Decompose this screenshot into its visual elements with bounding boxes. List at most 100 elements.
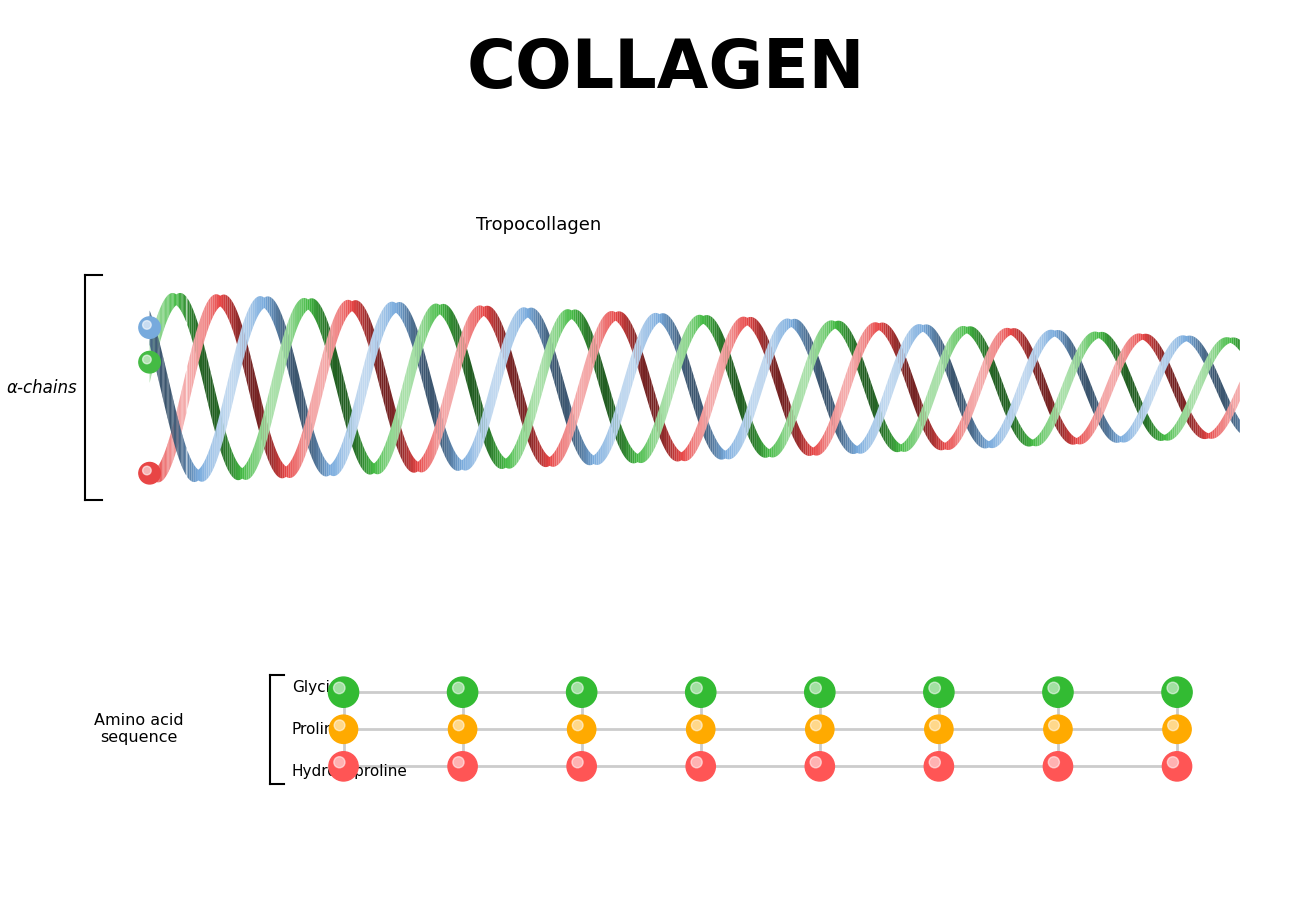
Polygon shape [240,320,242,363]
Polygon shape [1139,407,1140,430]
Polygon shape [942,342,945,369]
Polygon shape [306,414,308,456]
Polygon shape [354,300,356,315]
Polygon shape [1095,332,1096,341]
Polygon shape [447,305,448,327]
Polygon shape [580,312,582,333]
Polygon shape [1231,395,1234,418]
Polygon shape [481,305,482,319]
Polygon shape [848,326,850,350]
Polygon shape [580,433,582,460]
Polygon shape [632,325,634,358]
Polygon shape [736,433,738,456]
Polygon shape [837,411,838,440]
Polygon shape [923,406,926,435]
Polygon shape [532,308,533,323]
Polygon shape [803,363,806,399]
Polygon shape [515,361,516,404]
Polygon shape [333,338,335,384]
Polygon shape [1152,335,1153,351]
Polygon shape [376,322,377,361]
Polygon shape [1208,433,1210,439]
Polygon shape [738,377,740,415]
Polygon shape [783,425,784,451]
Polygon shape [814,337,816,367]
Polygon shape [672,442,675,461]
Polygon shape [871,422,872,446]
Polygon shape [841,382,844,416]
Polygon shape [1119,350,1122,374]
Polygon shape [1223,385,1225,410]
Polygon shape [373,327,376,369]
Polygon shape [664,422,666,451]
Polygon shape [647,436,649,460]
Circle shape [1164,715,1191,743]
Polygon shape [862,357,865,391]
Polygon shape [265,398,268,445]
Polygon shape [194,333,196,383]
Polygon shape [750,416,753,445]
Polygon shape [1102,413,1105,435]
Polygon shape [603,365,604,405]
Polygon shape [295,359,296,407]
Polygon shape [855,342,858,373]
Polygon shape [234,456,235,479]
Polygon shape [1065,374,1067,402]
Polygon shape [550,329,552,365]
Polygon shape [705,410,706,442]
Circle shape [334,682,345,693]
Polygon shape [303,393,306,439]
Polygon shape [797,319,800,335]
Polygon shape [244,464,247,480]
Polygon shape [1213,363,1214,386]
Polygon shape [744,317,746,328]
Polygon shape [1057,394,1058,422]
Polygon shape [1132,378,1135,405]
Polygon shape [235,460,238,480]
Polygon shape [550,455,552,466]
Polygon shape [627,437,628,461]
Polygon shape [261,296,264,311]
Polygon shape [474,306,476,330]
Polygon shape [1044,424,1045,443]
Circle shape [329,752,358,781]
Polygon shape [1200,342,1202,359]
Polygon shape [601,317,603,345]
Polygon shape [818,329,820,356]
Polygon shape [329,327,330,370]
Circle shape [1044,752,1072,781]
Polygon shape [610,311,611,327]
Polygon shape [540,313,542,342]
Polygon shape [861,441,862,454]
Polygon shape [227,374,230,425]
Polygon shape [1200,368,1202,393]
Polygon shape [251,356,252,406]
Polygon shape [594,329,597,364]
Polygon shape [1190,335,1191,344]
Polygon shape [1221,338,1223,351]
Polygon shape [488,420,489,455]
Polygon shape [546,325,549,361]
Polygon shape [363,304,364,333]
Polygon shape [519,432,520,461]
Polygon shape [810,334,811,364]
Polygon shape [1223,414,1225,432]
Polygon shape [666,427,668,455]
Polygon shape [716,358,719,395]
Polygon shape [746,317,749,326]
Polygon shape [1096,332,1098,339]
Polygon shape [624,373,627,413]
Polygon shape [259,391,261,438]
Polygon shape [604,312,607,335]
Polygon shape [238,464,240,480]
Polygon shape [1095,393,1096,419]
Circle shape [572,757,584,768]
Polygon shape [196,317,198,362]
Polygon shape [370,333,373,376]
Polygon shape [850,438,852,454]
Polygon shape [1034,438,1035,446]
Polygon shape [1045,381,1048,410]
Polygon shape [1020,374,1023,404]
Polygon shape [346,385,347,432]
Polygon shape [272,373,274,422]
